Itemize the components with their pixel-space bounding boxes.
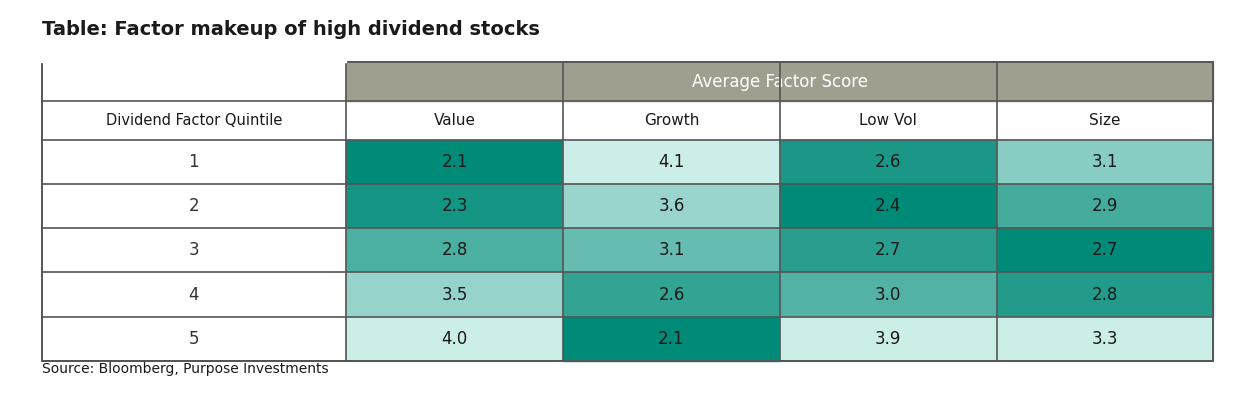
Text: 2.8: 2.8 <box>442 242 468 259</box>
Text: 3.6: 3.6 <box>659 197 685 215</box>
Text: 3.3: 3.3 <box>1092 330 1118 348</box>
Text: 2: 2 <box>188 197 200 215</box>
Text: Average Factor Score: Average Factor Score <box>692 73 868 91</box>
Text: 3.9: 3.9 <box>875 330 901 348</box>
Text: 2.7: 2.7 <box>1092 242 1118 259</box>
Text: 2.8: 2.8 <box>1092 286 1118 304</box>
Text: 2.6: 2.6 <box>659 286 685 304</box>
Text: Source: Bloomberg, Purpose Investments: Source: Bloomberg, Purpose Investments <box>41 362 329 376</box>
Text: 2.6: 2.6 <box>875 153 901 171</box>
Text: 4: 4 <box>188 286 200 304</box>
Text: 2.3: 2.3 <box>442 197 468 215</box>
Text: 2.7: 2.7 <box>875 242 901 259</box>
Text: 5: 5 <box>188 330 200 348</box>
Text: Size: Size <box>1089 113 1121 128</box>
Text: Table: Factor makeup of high dividend stocks: Table: Factor makeup of high dividend st… <box>41 20 540 39</box>
Text: 3.1: 3.1 <box>1092 153 1118 171</box>
Text: 4.1: 4.1 <box>659 153 685 171</box>
Text: 3.5: 3.5 <box>442 286 468 304</box>
Text: 3.1: 3.1 <box>658 242 685 259</box>
Text: 2.1: 2.1 <box>658 330 685 348</box>
Text: Dividend Factor Quintile: Dividend Factor Quintile <box>105 113 282 128</box>
Text: Value: Value <box>434 113 476 128</box>
Text: 3.0: 3.0 <box>875 286 901 304</box>
Text: 3: 3 <box>188 242 200 259</box>
Text: 2.1: 2.1 <box>442 153 468 171</box>
Text: 2.4: 2.4 <box>875 197 901 215</box>
Text: 1: 1 <box>188 153 200 171</box>
Text: Growth: Growth <box>644 113 699 128</box>
Text: Low Vol: Low Vol <box>860 113 917 128</box>
Text: 4.0: 4.0 <box>442 330 468 348</box>
Text: 2.9: 2.9 <box>1092 197 1118 215</box>
